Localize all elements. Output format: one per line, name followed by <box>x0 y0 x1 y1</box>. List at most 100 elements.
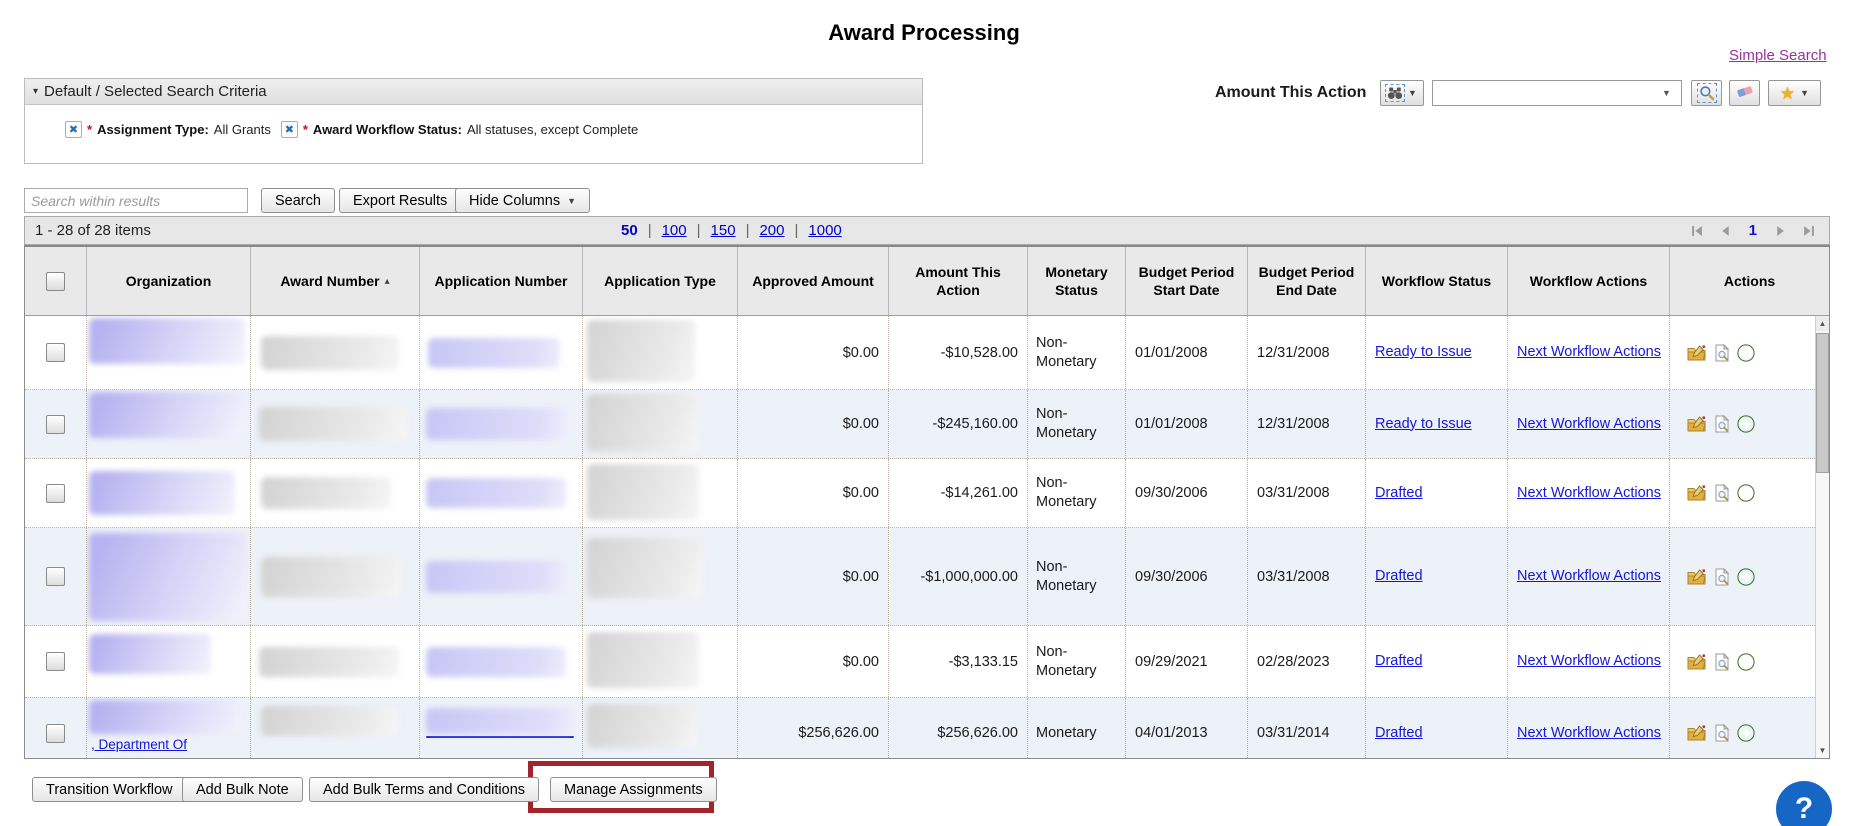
organization-link-fragment[interactable]: , Department Of <box>91 736 187 754</box>
folder-edit-icon[interactable] <box>1687 344 1707 362</box>
workflow-status-link[interactable]: Drafted <box>1375 652 1423 671</box>
select-all-checkbox[interactable] <box>46 272 65 291</box>
folder-edit-icon[interactable] <box>1687 653 1707 671</box>
add-bulk-note-button[interactable]: Add Bulk Note <box>182 777 303 802</box>
next-workflow-actions-link[interactable]: Next Workflow Actions <box>1517 484 1661 503</box>
scroll-down-icon[interactable]: ▼ <box>1816 743 1829 758</box>
next-workflow-actions-link[interactable]: Next Workflow Actions <box>1517 724 1661 743</box>
page-size-200[interactable]: 200 <box>759 222 784 239</box>
redacted-application-number-link[interactable] <box>426 708 574 734</box>
chevron-down-icon[interactable]: ▼ <box>1662 88 1671 98</box>
preview-document-icon[interactable] <box>1714 344 1730 362</box>
search-criteria-header[interactable]: ▾ Default / Selected Search Criteria <box>25 79 922 105</box>
add-bulk-terms-button[interactable]: Add Bulk Terms and Conditions <box>309 777 539 802</box>
next-workflow-actions-link[interactable]: Next Workflow Actions <box>1517 343 1661 362</box>
scroll-up-icon[interactable]: ▲ <box>1816 316 1829 331</box>
column-header-amount-this-action[interactable]: Amount This Action <box>889 247 1028 315</box>
redacted-application-number-link[interactable] <box>426 647 566 677</box>
row-select-checkbox[interactable] <box>46 484 65 503</box>
page-size-100[interactable]: 100 <box>662 222 687 239</box>
remove-criterion-icon[interactable]: ✖ <box>65 121 82 138</box>
first-page-icon[interactable] <box>1691 225 1703 237</box>
field-selector-button[interactable]: ▼ <box>1380 80 1424 106</box>
simple-search-link[interactable]: Simple Search <box>1729 47 1827 64</box>
column-header-organization[interactable]: Organization <box>87 247 251 315</box>
remove-criterion-icon[interactable]: ✖ <box>281 121 298 138</box>
chevron-down-icon: ▼ <box>567 196 576 206</box>
redacted-organization-link[interactable] <box>89 634 211 674</box>
row-select-checkbox[interactable] <box>46 567 65 586</box>
preview-document-icon[interactable] <box>1714 724 1730 742</box>
page-size-1000[interactable]: 1000 <box>808 222 841 239</box>
search-within-results-input[interactable] <box>24 188 248 213</box>
approved-amount-cell: $0.00 <box>738 459 889 527</box>
manage-assignments-button[interactable]: Manage Assignments <box>550 777 717 802</box>
column-header-budget-end[interactable]: Budget Period End Date <box>1248 247 1366 315</box>
go-arrow-icon[interactable] <box>1737 344 1755 362</box>
workflow-status-link[interactable]: Drafted <box>1375 567 1423 586</box>
row-select-checkbox[interactable] <box>46 652 65 671</box>
folder-edit-icon[interactable] <box>1687 415 1707 433</box>
go-arrow-icon[interactable] <box>1737 724 1755 742</box>
redacted-application-number-link[interactable] <box>426 408 566 440</box>
favorites-button[interactable]: ★ ▼ <box>1768 80 1821 106</box>
required-asterisk: * <box>87 122 92 137</box>
column-header-monetary-status[interactable]: Monetary Status <box>1028 247 1126 315</box>
column-header-approved-amount[interactable]: Approved Amount <box>738 247 889 315</box>
page-size-50[interactable]: 50 <box>621 222 638 239</box>
redacted-organization-link[interactable] <box>89 392 245 438</box>
go-arrow-icon[interactable] <box>1737 415 1755 433</box>
previous-page-icon[interactable] <box>1720 225 1732 237</box>
last-page-icon[interactable] <box>1803 225 1815 237</box>
go-arrow-icon[interactable] <box>1737 484 1755 502</box>
preview-document-icon[interactable] <box>1714 653 1730 671</box>
next-page-icon[interactable] <box>1774 225 1786 237</box>
next-workflow-actions-link[interactable]: Next Workflow Actions <box>1517 567 1661 586</box>
folder-edit-icon[interactable] <box>1687 724 1707 742</box>
go-arrow-icon[interactable] <box>1737 568 1755 586</box>
next-workflow-actions-link[interactable]: Next Workflow Actions <box>1517 652 1661 671</box>
row-select-checkbox[interactable] <box>46 724 65 743</box>
folder-edit-icon[interactable] <box>1687 484 1707 502</box>
workflow-status-link[interactable]: Drafted <box>1375 724 1423 743</box>
row-select-checkbox[interactable] <box>46 415 65 434</box>
folder-edit-icon[interactable] <box>1687 568 1707 586</box>
workflow-status-link[interactable]: Drafted <box>1375 484 1423 503</box>
redacted-organization-link[interactable] <box>89 471 235 515</box>
search-button[interactable]: Search <box>261 188 335 213</box>
quick-search-input[interactable] <box>1432 80 1682 106</box>
redacted-application-number-link[interactable] <box>426 561 566 593</box>
hide-columns-button[interactable]: Hide Columns ▼ <box>455 188 590 213</box>
redacted-organization-link[interactable] <box>89 318 245 364</box>
workflow-status-link[interactable]: Ready to Issue <box>1375 415 1472 434</box>
column-header-award-number[interactable]: Award Number ▴ <box>251 247 420 315</box>
transition-workflow-button[interactable]: Transition Workflow <box>32 777 187 802</box>
redacted-award-number <box>259 407 407 441</box>
column-header-budget-start[interactable]: Budget Period Start Date <box>1126 247 1248 315</box>
column-header-application-number[interactable]: Application Number <box>420 247 583 315</box>
column-header-workflow-actions[interactable]: Workflow Actions <box>1508 247 1670 315</box>
preview-document-icon[interactable] <box>1714 415 1730 433</box>
budget-start-cell: 04/01/2013 <box>1126 698 1248 759</box>
redacted-organization-link[interactable] <box>89 533 247 621</box>
page-size-150[interactable]: 150 <box>711 222 736 239</box>
run-search-button[interactable] <box>1691 80 1722 106</box>
table-vertical-scrollbar[interactable]: ▲ ▼ <box>1815 316 1829 758</box>
budget-end-cell: 12/31/2008 <box>1248 316 1366 389</box>
scrollbar-thumb[interactable] <box>1816 333 1829 473</box>
column-header-workflow-status[interactable]: Workflow Status <box>1366 247 1508 315</box>
redacted-organization-link[interactable] <box>89 700 241 734</box>
help-button[interactable]: ? <box>1776 781 1832 826</box>
clear-search-button[interactable] <box>1729 80 1760 106</box>
workflow-status-link[interactable]: Ready to Issue <box>1375 343 1472 362</box>
go-arrow-icon[interactable] <box>1737 653 1755 671</box>
next-workflow-actions-link[interactable]: Next Workflow Actions <box>1517 415 1661 434</box>
column-header-application-type[interactable]: Application Type <box>583 247 738 315</box>
redacted-application-number-link[interactable] <box>428 338 560 368</box>
star-icon: ★ <box>1780 85 1795 102</box>
preview-document-icon[interactable] <box>1714 484 1730 502</box>
redacted-application-number-link[interactable] <box>426 478 566 508</box>
export-results-button[interactable]: Export Results <box>339 188 461 213</box>
row-select-checkbox[interactable] <box>46 343 65 362</box>
preview-document-icon[interactable] <box>1714 568 1730 586</box>
